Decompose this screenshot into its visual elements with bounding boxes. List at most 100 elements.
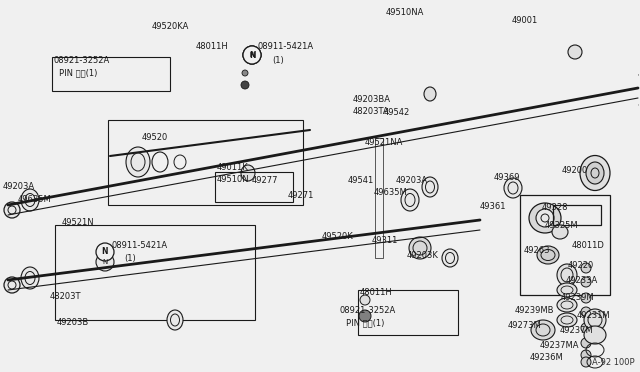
Circle shape xyxy=(581,293,591,303)
Text: 49237MA: 49237MA xyxy=(540,341,579,350)
Text: A-92 100P: A-92 100P xyxy=(593,358,635,367)
Text: 49203A: 49203A xyxy=(3,182,35,191)
Text: 08921-3252A: 08921-3252A xyxy=(53,56,109,65)
Text: 49325M: 49325M xyxy=(545,221,579,230)
Ellipse shape xyxy=(537,246,559,264)
Bar xyxy=(520,195,610,295)
Ellipse shape xyxy=(557,313,577,327)
Text: 49239M: 49239M xyxy=(561,293,595,302)
Circle shape xyxy=(581,263,591,273)
Bar xyxy=(52,57,170,91)
Ellipse shape xyxy=(442,249,458,267)
Text: N: N xyxy=(102,247,108,257)
Circle shape xyxy=(96,253,114,271)
Ellipse shape xyxy=(126,147,150,177)
Circle shape xyxy=(581,277,591,287)
Text: 49273M: 49273M xyxy=(508,321,541,330)
Circle shape xyxy=(243,46,261,64)
Text: 49520: 49520 xyxy=(142,133,168,142)
Ellipse shape xyxy=(529,203,561,233)
Circle shape xyxy=(242,70,248,76)
Ellipse shape xyxy=(584,309,606,331)
Text: 48011H: 48011H xyxy=(360,288,393,297)
Circle shape xyxy=(96,243,114,261)
Bar xyxy=(375,138,383,258)
Text: 49220: 49220 xyxy=(568,261,595,270)
Text: 49361: 49361 xyxy=(480,202,506,211)
Ellipse shape xyxy=(167,310,183,330)
Text: 49542: 49542 xyxy=(384,108,410,117)
Text: 49239MB: 49239MB xyxy=(515,306,554,315)
Ellipse shape xyxy=(584,326,606,344)
Bar xyxy=(553,205,601,225)
Text: 08921-3252A: 08921-3252A xyxy=(340,306,396,315)
Text: 49635M: 49635M xyxy=(18,195,52,204)
Text: 49277: 49277 xyxy=(252,176,278,185)
Ellipse shape xyxy=(422,177,438,197)
Ellipse shape xyxy=(531,320,555,340)
Bar xyxy=(358,290,458,335)
Ellipse shape xyxy=(504,178,522,198)
Text: 49520KA: 49520KA xyxy=(152,22,189,31)
Text: 48011H: 48011H xyxy=(196,42,228,51)
Circle shape xyxy=(568,45,582,59)
Bar xyxy=(215,172,293,202)
Circle shape xyxy=(243,46,261,64)
Ellipse shape xyxy=(586,162,604,184)
Text: 49236M: 49236M xyxy=(530,353,564,362)
Text: 08911-5421A: 08911-5421A xyxy=(257,42,313,51)
Ellipse shape xyxy=(557,264,577,286)
Text: 49541: 49541 xyxy=(348,176,374,185)
Text: 48203TA: 48203TA xyxy=(353,107,390,116)
Text: 49203A: 49203A xyxy=(396,176,428,185)
Text: 08911-5421A: 08911-5421A xyxy=(112,241,168,250)
Text: 49521NA: 49521NA xyxy=(365,138,403,147)
Text: 49200: 49200 xyxy=(562,166,588,175)
Ellipse shape xyxy=(580,155,610,190)
Circle shape xyxy=(243,46,261,64)
Text: 49521N: 49521N xyxy=(62,218,95,227)
Circle shape xyxy=(581,357,591,367)
Text: N: N xyxy=(250,52,255,58)
Circle shape xyxy=(581,323,591,333)
Text: N: N xyxy=(250,52,255,58)
Text: N: N xyxy=(249,51,255,60)
Ellipse shape xyxy=(557,298,577,312)
Bar xyxy=(55,225,255,320)
Ellipse shape xyxy=(557,283,577,297)
Ellipse shape xyxy=(409,237,431,259)
Text: 49328: 49328 xyxy=(542,203,568,212)
Text: 49001: 49001 xyxy=(512,16,538,25)
Text: 49203BA: 49203BA xyxy=(353,95,391,104)
Circle shape xyxy=(4,277,20,293)
Circle shape xyxy=(581,350,591,360)
Text: 49011K: 49011K xyxy=(217,163,249,172)
Ellipse shape xyxy=(536,209,554,227)
Text: 49510NA: 49510NA xyxy=(386,8,424,17)
Text: N: N xyxy=(102,259,108,265)
Text: 49510N: 49510N xyxy=(217,175,250,184)
Circle shape xyxy=(4,202,20,218)
Ellipse shape xyxy=(401,189,419,211)
Text: PIN ピン(1): PIN ピン(1) xyxy=(59,68,97,77)
Text: 49635M: 49635M xyxy=(374,188,408,197)
Ellipse shape xyxy=(21,189,39,211)
Text: PIN ピン(1): PIN ピン(1) xyxy=(346,318,385,327)
Ellipse shape xyxy=(241,165,255,181)
Circle shape xyxy=(360,295,370,305)
Circle shape xyxy=(581,338,591,348)
Text: 49231M: 49231M xyxy=(577,311,611,320)
Text: (1): (1) xyxy=(124,254,136,263)
Text: 49311: 49311 xyxy=(372,236,398,245)
Text: 49203B: 49203B xyxy=(57,318,89,327)
Circle shape xyxy=(241,81,249,89)
Circle shape xyxy=(581,307,591,317)
Ellipse shape xyxy=(424,87,436,101)
Text: 48011D: 48011D xyxy=(572,241,605,250)
Text: 48203T: 48203T xyxy=(50,292,81,301)
Text: 49233A: 49233A xyxy=(566,276,598,285)
Ellipse shape xyxy=(21,267,39,289)
Ellipse shape xyxy=(552,225,568,239)
Text: 49237M: 49237M xyxy=(560,326,594,335)
Text: 49369: 49369 xyxy=(494,173,520,182)
